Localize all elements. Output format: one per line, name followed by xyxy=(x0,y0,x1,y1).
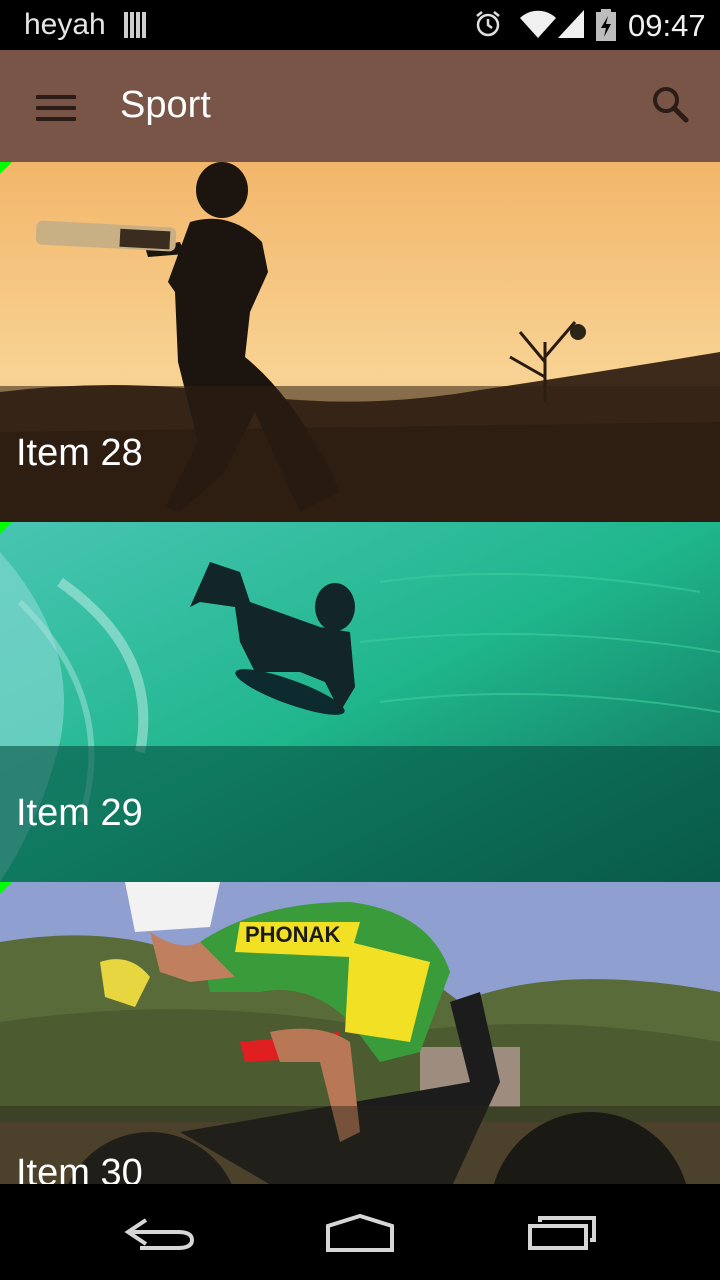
list-item[interactable]: Item 28 xyxy=(0,162,720,522)
signal-icon xyxy=(558,10,584,38)
svg-text:PHONAK: PHONAK xyxy=(245,922,340,947)
status-bar: heyah 09:47 xyxy=(0,0,720,50)
page-title: Sport xyxy=(120,84,211,126)
list-item[interactable]: Item 29 xyxy=(0,522,720,882)
search-icon[interactable] xyxy=(650,84,690,124)
sim-icon xyxy=(124,12,148,38)
item-list[interactable]: Item 28 xyxy=(0,162,720,1184)
back-icon[interactable] xyxy=(120,1212,200,1252)
alarm-icon xyxy=(476,11,500,37)
clock: 09:47 xyxy=(628,8,706,43)
item-label: Item 30 xyxy=(16,1152,143,1184)
battery-charging-icon xyxy=(596,9,616,41)
wifi-icon xyxy=(520,10,556,38)
recent-apps-icon[interactable] xyxy=(522,1212,602,1252)
home-icon[interactable] xyxy=(320,1212,400,1252)
carrier-name: heyah xyxy=(24,8,106,41)
navigation-bar xyxy=(0,1184,720,1280)
item-label: Item 29 xyxy=(16,792,143,834)
app-bar: Sport xyxy=(0,50,720,162)
list-item[interactable]: PHONAK Item 30 xyxy=(0,882,720,1184)
item-image: PHONAK xyxy=(0,882,720,1184)
item-label: Item 28 xyxy=(16,432,143,474)
hamburger-menu-icon[interactable] xyxy=(36,95,76,123)
